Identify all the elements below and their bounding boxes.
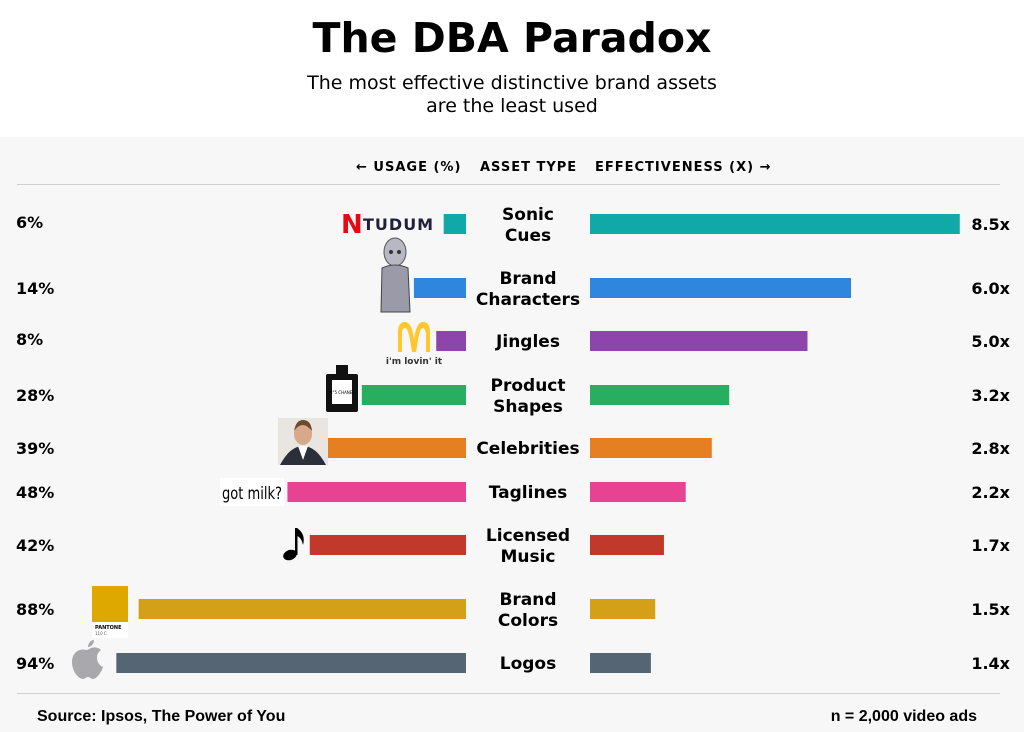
asset-type-header: ASSET TYPE — [480, 160, 578, 175]
effectiveness-bar — [590, 385, 730, 405]
usage-label: 28% — [16, 386, 54, 405]
effectiveness-bar — [590, 599, 656, 619]
got-milk-text: got milk? — [222, 484, 282, 504]
subtitle-line-2: are the least used — [426, 95, 598, 117]
netflix-n-text: N — [341, 210, 363, 240]
robot-eye — [397, 250, 401, 254]
celebrity-portrait-icon — [278, 418, 328, 465]
asset-type-label: Brand — [499, 590, 556, 610]
usage-bar — [320, 438, 466, 458]
usage-bar — [138, 599, 466, 619]
usage-label: 6% — [16, 213, 43, 232]
usage-label: 88% — [16, 600, 54, 619]
usage-label: 14% — [16, 279, 54, 298]
usage-bar — [287, 482, 466, 502]
effectiveness-bar — [590, 331, 808, 351]
asset-type-label: Brand — [499, 269, 556, 289]
asset-type-label: Taglines — [489, 483, 567, 503]
note-flag — [297, 528, 304, 545]
effectiveness-bar — [590, 535, 664, 555]
apple-leaf — [88, 640, 94, 647]
effectiveness-bar — [590, 438, 712, 458]
note-head — [283, 549, 297, 561]
apple-body — [72, 647, 103, 679]
effectiveness-label: 1.7x — [971, 536, 1010, 555]
usage-bar — [436, 331, 466, 351]
chanel-label-text: N°5 CHANEL — [329, 390, 355, 395]
usage-label: 8% — [16, 330, 43, 349]
pantone-color — [92, 586, 128, 622]
effectiveness-label: 6.0x — [971, 279, 1010, 298]
asset-type-label: Shapes — [493, 397, 563, 417]
usage-bar — [361, 385, 466, 405]
header-divider — [17, 184, 1000, 185]
bottle-cap — [336, 365, 348, 374]
asset-type-label: Music — [500, 547, 555, 567]
chart-subtitle: The most effective distinctive brand ass… — [0, 72, 1024, 118]
asset-type-label: Colors — [498, 611, 558, 631]
usage-bar — [443, 214, 466, 234]
portrait-face — [294, 423, 312, 445]
pantone-code-text: 110 C — [95, 631, 107, 636]
got-milk-icon: got milk? — [220, 478, 284, 506]
effectiveness-header: EFFECTIVENESS (X) → — [595, 160, 772, 175]
usage-bar — [116, 653, 466, 673]
effectiveness-label: 3.2x — [971, 386, 1010, 405]
effectiveness-bar — [590, 214, 960, 234]
tudum-text: TUDUM — [363, 215, 434, 234]
effectiveness-label: 8.5x — [971, 215, 1010, 234]
usage-label: 94% — [16, 654, 54, 673]
effectiveness-label: 1.5x — [971, 600, 1010, 619]
effectiveness-label: 2.2x — [971, 483, 1010, 502]
footer-divider — [17, 693, 1000, 694]
golden-arches — [398, 322, 430, 352]
asset-type-label: Celebrities — [476, 439, 579, 459]
chart-panel — [0, 137, 1024, 732]
asset-type-label: Cues — [505, 226, 551, 246]
apple-logo-icon — [72, 640, 103, 679]
asset-type-label: Characters — [476, 290, 580, 310]
subtitle-line-1: The most effective distinctive brand ass… — [307, 72, 717, 94]
asset-type-label: Licensed — [486, 526, 570, 546]
asset-type-label: Jingles — [495, 332, 560, 352]
chart-title: The DBA Paradox — [312, 14, 712, 62]
portrait-shirt — [298, 446, 308, 460]
effectiveness-label: 2.8x — [971, 439, 1010, 458]
usage-header: ← USAGE (%) — [356, 160, 462, 175]
pantone-text: PANTONE — [95, 625, 122, 631]
robot-head — [383, 237, 407, 267]
bottle-label — [332, 380, 352, 404]
netflix-tudum-icon: N TUDUM — [341, 210, 434, 240]
mcdonalds-arches-icon: i'm lovin' it — [386, 322, 443, 367]
sample-size-note: n = 2,000 video ads — [830, 708, 977, 725]
robot-eye — [389, 250, 393, 254]
im-lovin-it-text: i'm lovin' it — [386, 357, 443, 367]
usage-label: 42% — [16, 536, 54, 555]
usage-bar — [413, 278, 466, 298]
effectiveness-label: 1.4x — [971, 654, 1010, 673]
perfume-bottle-icon: N°5 CHANEL — [326, 365, 358, 412]
got-milk-background — [220, 478, 284, 506]
asset-type-label: Product — [491, 376, 566, 396]
note-stem — [295, 528, 298, 555]
usage-label: 39% — [16, 439, 54, 458]
asset-type-label: Logos — [500, 654, 556, 674]
asset-type-label: Sonic — [502, 205, 554, 225]
usage-label: 48% — [16, 483, 54, 502]
robot-body — [380, 264, 411, 313]
robot-character-icon — [380, 237, 411, 313]
effectiveness-bar — [590, 482, 686, 502]
portrait-hair — [294, 420, 312, 431]
usage-bar — [309, 535, 466, 555]
effectiveness-bar — [590, 653, 651, 673]
source-note: Source: Ipsos, The Power of You — [37, 708, 286, 725]
effectiveness-bar — [590, 278, 851, 298]
effectiveness-label: 5.0x — [971, 332, 1010, 351]
music-note-icon — [283, 528, 304, 561]
